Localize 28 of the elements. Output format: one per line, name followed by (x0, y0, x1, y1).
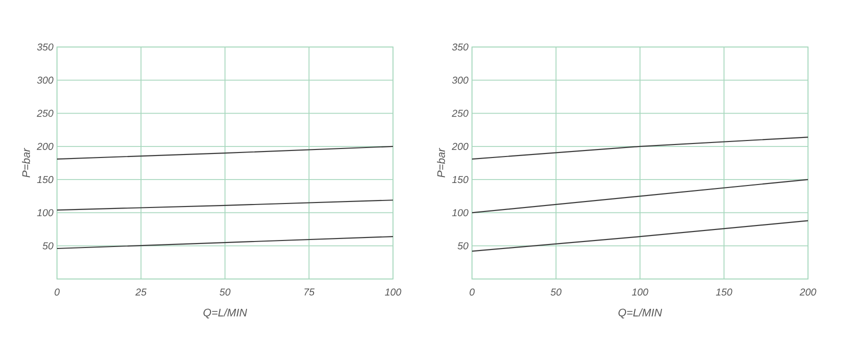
y-tick-label: 50 (458, 242, 468, 250)
y-tick-label: 100 (37, 209, 54, 216)
y-tick-label: 150 (452, 176, 468, 184)
y-tick-label: 250 (36, 110, 54, 117)
x-tick-label: 150 (716, 288, 732, 296)
x-tick-label: 0 (54, 288, 60, 296)
x-tick-label: 200 (800, 288, 816, 296)
x-axis-title: Q=L/MIN (203, 308, 248, 318)
y-tick-label: 250 (452, 110, 468, 117)
x-tick-label: 50 (220, 288, 230, 296)
x-tick-label: 0 (470, 288, 475, 296)
y-tick-label: 350 (37, 43, 54, 51)
x-tick-label: 25 (135, 288, 147, 296)
x-tick-label: 50 (550, 288, 562, 296)
y-tick-label: 50 (42, 242, 54, 250)
y-axis-title: P=bar (22, 148, 30, 178)
y-axis-title: P=bar (436, 148, 446, 178)
x-tick-label: 100 (632, 288, 648, 296)
y-tick-label: 300 (452, 76, 468, 84)
y-tick-label: 150 (37, 176, 54, 184)
y-tick-label: 100 (452, 209, 468, 216)
y-tick-label: 300 (37, 76, 54, 84)
x-tick-label: 100 (384, 288, 402, 296)
y-tick-label: 200 (452, 142, 468, 150)
y-tick-label: 200 (36, 142, 54, 150)
y-tick-label: 350 (452, 43, 468, 51)
x-tick-label: 75 (304, 288, 315, 296)
x-axis-title: Q=L/MIN (618, 308, 662, 318)
